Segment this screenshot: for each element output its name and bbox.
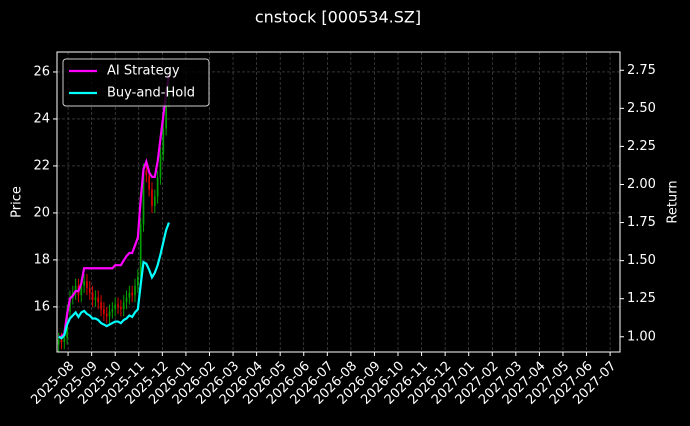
y-tick-label: 20 bbox=[33, 205, 50, 220]
candle-body bbox=[91, 292, 94, 300]
candle-body bbox=[94, 297, 97, 300]
candle-body bbox=[111, 309, 114, 312]
candle-body bbox=[100, 302, 102, 310]
candle-body bbox=[165, 100, 167, 129]
candle-body bbox=[125, 297, 128, 303]
candle-body bbox=[136, 276, 139, 286]
candle-body bbox=[103, 309, 105, 314]
chart-title: cnstock [000534.SZ] bbox=[255, 8, 421, 27]
candle-body bbox=[108, 311, 111, 317]
candle-body bbox=[162, 128, 165, 155]
series-line bbox=[58, 74, 171, 338]
candle-body bbox=[83, 281, 85, 286]
plot-frame bbox=[56, 51, 621, 353]
y2-tick-label: 2.75 bbox=[627, 63, 656, 78]
y2-tick-label: 2.25 bbox=[627, 139, 656, 154]
candle-body bbox=[151, 189, 153, 206]
legend-label: AI Strategy bbox=[107, 64, 180, 79]
candle-body bbox=[114, 304, 117, 310]
candle-body bbox=[156, 177, 159, 197]
y-tick-label: 26 bbox=[33, 64, 50, 79]
y2-axis-label: Return bbox=[666, 180, 681, 223]
y2-tick-label: 1.75 bbox=[627, 215, 656, 230]
y-tick-label: 22 bbox=[33, 158, 50, 173]
candle-body bbox=[60, 339, 63, 343]
candle-body bbox=[57, 339, 60, 345]
y-tick-label: 16 bbox=[33, 299, 50, 314]
candle-body bbox=[142, 170, 145, 225]
legend-box bbox=[62, 58, 210, 107]
y2-tick-label: 1.00 bbox=[627, 329, 656, 344]
y2-tick-label: 1.50 bbox=[627, 253, 656, 268]
candle-body bbox=[153, 196, 156, 206]
candle-body bbox=[148, 175, 150, 190]
candle-body bbox=[145, 170, 148, 176]
y-tick-label: 18 bbox=[33, 252, 50, 267]
y2-tick-label: 1.25 bbox=[627, 291, 656, 306]
candle-body bbox=[97, 297, 100, 303]
candle-body bbox=[88, 288, 91, 293]
series-line bbox=[58, 222, 170, 340]
candle-body bbox=[122, 302, 125, 310]
candle-body bbox=[74, 285, 77, 293]
candle-body bbox=[120, 306, 122, 310]
candle-body bbox=[139, 224, 142, 277]
candle-body bbox=[128, 292, 131, 298]
y-tick-label: 24 bbox=[33, 111, 50, 126]
candle-body bbox=[105, 313, 108, 317]
y-axis-label: Price bbox=[10, 186, 25, 218]
candle-body bbox=[63, 337, 66, 343]
candle-body bbox=[134, 285, 136, 296]
legend-label: Buy-and-Hold bbox=[107, 86, 195, 101]
candle-body bbox=[159, 154, 162, 178]
y2-tick-label: 2.00 bbox=[627, 177, 656, 192]
candle-body bbox=[117, 304, 119, 307]
candle-body bbox=[131, 292, 134, 296]
candle-body bbox=[80, 285, 83, 296]
y2-tick-label: 2.50 bbox=[627, 101, 656, 116]
candle-body bbox=[86, 281, 88, 289]
